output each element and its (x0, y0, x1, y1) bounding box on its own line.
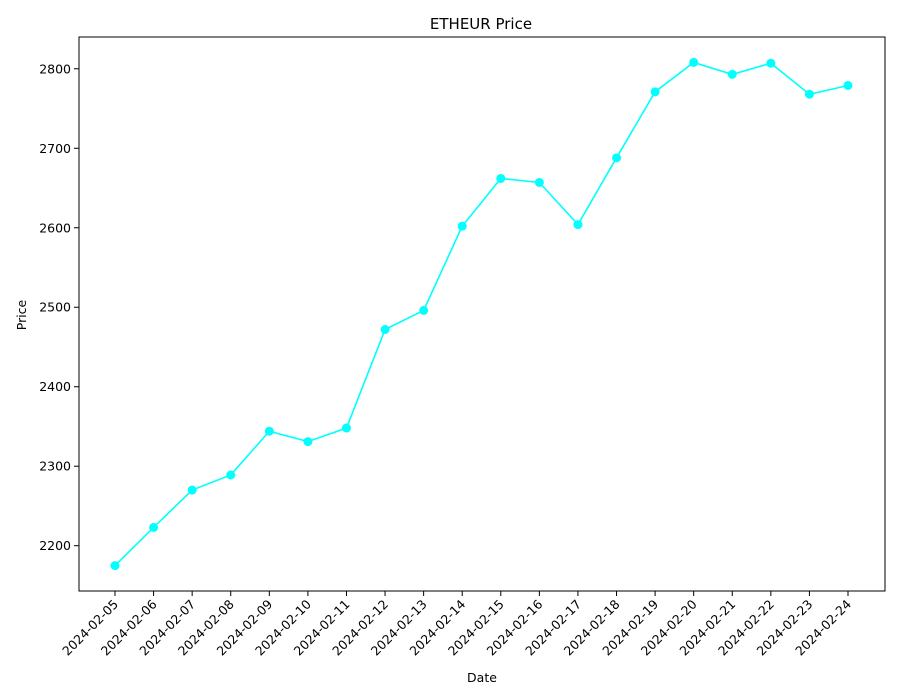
series-line (114, 61, 849, 567)
chart-title: ETHEUR Price (430, 15, 532, 33)
data-point (457, 221, 467, 231)
data-point (380, 324, 390, 334)
y-tick-label: 2200 (39, 538, 71, 553)
data-point (110, 561, 120, 571)
y-tick-label: 2400 (39, 379, 71, 394)
y-tick-label: 2800 (39, 61, 71, 76)
data-point (689, 57, 699, 67)
data-point (650, 87, 660, 97)
data-point (843, 80, 853, 90)
data-point (573, 220, 583, 230)
y-axis-label: Price (14, 299, 29, 330)
axes: 22002300240025002600270028002024-02-0520… (39, 36, 886, 658)
y-tick-label: 2300 (39, 459, 71, 474)
x-axis-label: Date (467, 670, 497, 685)
y-tick-label: 2700 (39, 141, 71, 156)
data-point (534, 177, 544, 187)
axes-frame (78, 36, 886, 592)
y-tick-label: 2600 (39, 220, 71, 235)
y-tick-label: 2500 (39, 300, 71, 315)
data-point (226, 470, 236, 480)
data-point (612, 153, 622, 163)
plot-area (110, 57, 853, 571)
data-point (804, 89, 814, 99)
data-point (766, 58, 776, 68)
data-point (149, 522, 159, 532)
data-point (341, 423, 351, 433)
data-point (419, 305, 429, 315)
data-point (496, 173, 506, 183)
data-point (727, 69, 737, 79)
data-point (264, 426, 274, 436)
data-point (303, 437, 313, 447)
data-point (187, 485, 197, 495)
